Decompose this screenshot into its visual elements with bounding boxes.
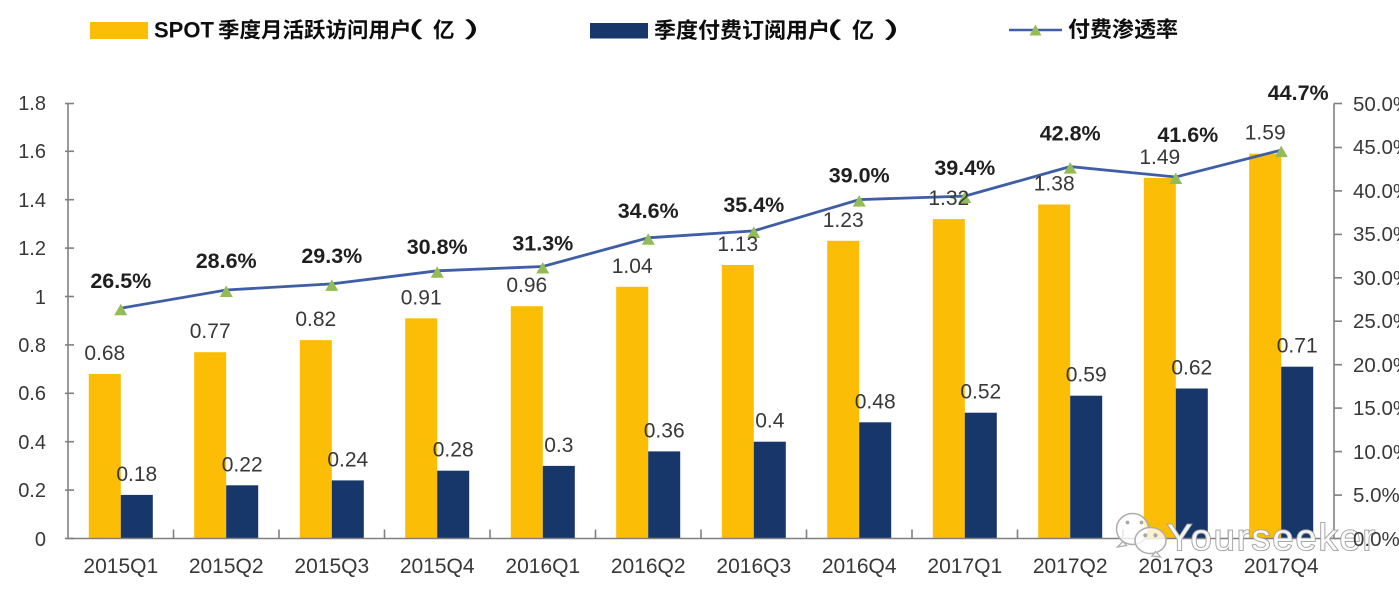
svg-text:2015Q1: 2015Q1 (83, 555, 158, 578)
svg-text:2016Q2: 2016Q2 (611, 555, 686, 578)
svg-text:1.32: 1.32 (928, 187, 969, 210)
svg-text:1.38: 1.38 (1034, 173, 1075, 196)
svg-text:34.6%: 34.6% (618, 199, 679, 223)
svg-text:1.04: 1.04 (612, 255, 653, 278)
svg-text:40.0%: 40.0% (1353, 180, 1399, 203)
svg-text:0.4: 0.4 (755, 410, 785, 433)
svg-text:0.18: 0.18 (116, 463, 157, 486)
svg-text:0: 0 (35, 529, 46, 551)
svg-text:41.6%: 41.6% (1157, 123, 1218, 147)
svg-text:1.8: 1.8 (18, 93, 46, 115)
svg-text:0.0%: 0.0% (1353, 528, 1399, 551)
svg-text:0.6: 0.6 (18, 383, 46, 405)
svg-text:2017Q3: 2017Q3 (1138, 555, 1213, 578)
svg-text:1.13: 1.13 (717, 233, 758, 256)
svg-text:5.0%: 5.0% (1353, 484, 1399, 507)
svg-text:1.2: 1.2 (18, 238, 46, 260)
svg-text:0.96: 0.96 (506, 274, 547, 297)
svg-text:42.8%: 42.8% (1040, 122, 1101, 146)
svg-text:2015Q2: 2015Q2 (189, 555, 264, 578)
svg-text:30.8%: 30.8% (407, 235, 468, 259)
svg-text:0.2: 0.2 (18, 480, 46, 502)
svg-text:1: 1 (35, 287, 46, 309)
svg-text:0.59: 0.59 (1066, 364, 1107, 387)
svg-text:2017Q1: 2017Q1 (927, 555, 1002, 578)
svg-text:2017Q2: 2017Q2 (1033, 555, 1108, 578)
svg-text:1.59: 1.59 (1245, 122, 1286, 145)
svg-text:28.6%: 28.6% (196, 249, 257, 273)
svg-text:0.82: 0.82 (295, 308, 336, 331)
svg-text:1.23: 1.23 (823, 209, 864, 232)
svg-text:35.4%: 35.4% (723, 193, 784, 217)
svg-text:0.28: 0.28 (433, 439, 474, 462)
svg-text:1.49: 1.49 (1139, 146, 1180, 169)
svg-text:26.5%: 26.5% (90, 269, 151, 293)
svg-text:39.0%: 39.0% (829, 164, 890, 188)
svg-text:0.24: 0.24 (327, 448, 368, 471)
svg-text:0.4: 0.4 (18, 432, 46, 454)
svg-text:SPOT: SPOT (154, 18, 214, 43)
svg-text:29.3%: 29.3% (301, 244, 362, 268)
svg-text:44.7%: 44.7% (1268, 81, 1329, 105)
svg-text:45.0%: 45.0% (1353, 136, 1399, 159)
svg-text:15.0%: 15.0% (1353, 397, 1399, 420)
svg-text:0.36: 0.36 (644, 419, 685, 442)
svg-text:35.0%: 35.0% (1353, 223, 1399, 246)
svg-text:0.3: 0.3 (544, 434, 573, 457)
svg-text:0.71: 0.71 (1277, 335, 1318, 358)
svg-text:0.68: 0.68 (84, 342, 125, 365)
svg-text:10.0%: 10.0% (1353, 441, 1399, 464)
svg-text:30.0%: 30.0% (1353, 267, 1399, 290)
svg-text:0.52: 0.52 (960, 381, 1001, 404)
svg-text:2017Q4: 2017Q4 (1244, 555, 1319, 578)
svg-text:31.3%: 31.3% (512, 232, 573, 256)
svg-text:2016Q1: 2016Q1 (505, 555, 580, 578)
svg-text:2015Q4: 2015Q4 (400, 555, 475, 578)
svg-text:0.48: 0.48 (855, 390, 896, 413)
svg-text:0.62: 0.62 (1171, 357, 1212, 380)
svg-text:2016Q3: 2016Q3 (716, 555, 791, 578)
svg-text:1.4: 1.4 (18, 190, 46, 212)
svg-text:Yourseeker: Yourseeker (1167, 516, 1377, 558)
svg-text:25.0%: 25.0% (1353, 310, 1399, 333)
svg-text:2015Q3: 2015Q3 (294, 555, 369, 578)
svg-text:0.8: 0.8 (18, 335, 46, 357)
svg-text:0.22: 0.22 (222, 453, 263, 476)
svg-text:39.4%: 39.4% (934, 156, 995, 180)
svg-text:50.0%: 50.0% (1353, 93, 1399, 116)
svg-text:20.0%: 20.0% (1353, 354, 1399, 377)
svg-text:0.77: 0.77 (190, 320, 231, 343)
svg-text:2016Q4: 2016Q4 (822, 555, 897, 578)
svg-text:1.6: 1.6 (18, 141, 46, 163)
svg-text:0.91: 0.91 (401, 286, 442, 309)
